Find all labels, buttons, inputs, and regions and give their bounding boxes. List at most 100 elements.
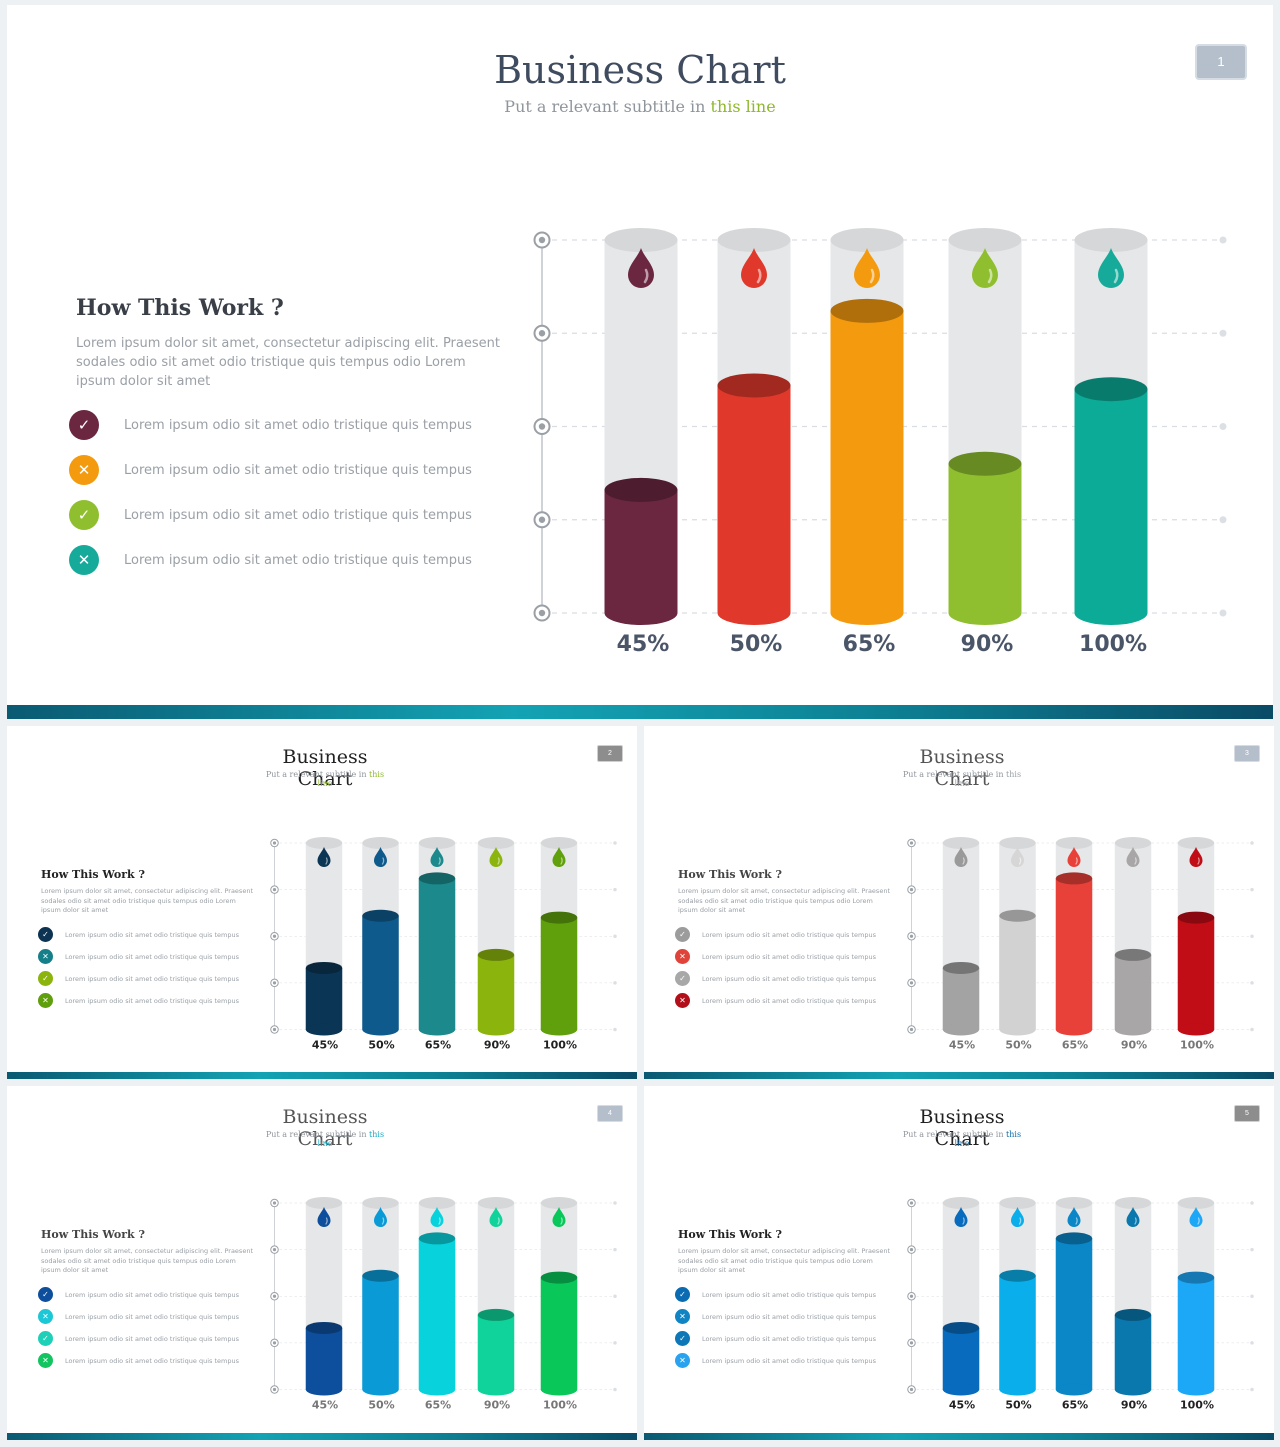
list-item: ✕ Lorem ipsum odio sit amet odio tristiqu…	[38, 993, 239, 1008]
axis-marker-dot	[272, 1387, 277, 1392]
cross-icon: ✕	[38, 1353, 53, 1368]
cylinder-bar-top	[1177, 1271, 1215, 1284]
subtitle-text: Put a relevant subtitle in	[902, 770, 1007, 779]
grid-end-dot	[1219, 516, 1227, 524]
slide-number-badge: 2	[597, 745, 623, 762]
x-tick-label: 100%	[543, 1399, 577, 1412]
grid-end-dot	[613, 1387, 617, 1392]
drop-icon-highlight	[325, 1217, 328, 1225]
grid-end-dot	[1250, 1201, 1254, 1205]
grid-end-dot	[1219, 236, 1227, 244]
drop-icon-highlight	[381, 857, 385, 865]
cylinder-tube-top	[305, 1197, 343, 1209]
list-item: ✕ Lorem ipsum odio sit amet odio tristiqu…	[675, 993, 876, 1008]
subtitle-highlight: this line	[954, 1130, 1022, 1148]
list-item: ✓ Lorem ipsum odio sit amet odio tristiqu…	[38, 1331, 239, 1346]
cylinder-bar	[540, 1277, 578, 1390]
subtitle-text: Put a relevant subtitle in	[902, 1130, 1007, 1139]
list-item-text: Lorem ipsum odio sit amet odio tristique…	[65, 996, 239, 1005]
cylinder-bar	[942, 967, 980, 1030]
drop-icon-highlight	[381, 1217, 385, 1225]
cylinder-bar-bottom	[948, 601, 1022, 625]
axis-marker-dot	[272, 1027, 277, 1032]
cylinder-tube-top	[1055, 1197, 1093, 1209]
cylinder-bar	[418, 878, 456, 1030]
cylinder-chart: 45% 50% 65% 90% 100%	[270, 837, 617, 1052]
x-tick-label: 100%	[1180, 1399, 1214, 1412]
x-tick-label: 65%	[425, 1399, 451, 1412]
list-item: ✕ Lorem ipsum odio sit amet odio tristiqu…	[675, 949, 876, 964]
x-tick-label: 65%	[1062, 1039, 1088, 1052]
cylinder-tube-top	[362, 1197, 399, 1209]
cylinder-bar-top	[540, 1271, 578, 1284]
cylinder-tube-top	[830, 228, 904, 252]
axis-marker-dot	[272, 888, 277, 892]
x-tick-label: 50%	[1005, 1399, 1031, 1412]
grid-end-dot	[1219, 423, 1227, 430]
x-tick-label: 50%	[368, 1039, 394, 1052]
x-tick-label: 45%	[617, 632, 670, 657]
drop-icon-highlight	[1134, 1217, 1137, 1225]
page-subtitle: Put a relevant subtitle in this line	[265, 770, 385, 788]
cross-icon: ✕	[69, 455, 99, 485]
cylinder-tube-top	[418, 1197, 456, 1209]
x-tick-label: 100%	[543, 1039, 577, 1052]
x-tick-label: 100%	[1079, 632, 1147, 657]
list-item-text: Lorem ipsum odio sit amet odio tristique…	[65, 1334, 239, 1343]
cylinder-bar-bottom	[362, 1383, 399, 1396]
cylinder-bar-bottom	[418, 1023, 456, 1036]
x-tick-label: 50%	[1005, 1039, 1031, 1052]
check-icon: ✓	[69, 500, 99, 530]
cylinder-bar	[999, 915, 1036, 1030]
cylinder-bar-top	[999, 909, 1036, 922]
x-tick-label: 45%	[312, 1399, 338, 1412]
drop-icon-highlight	[962, 857, 965, 865]
cylinder-chart: 45% 50% 65% 90% 100%	[907, 837, 1254, 1052]
x-tick-label: 45%	[949, 1399, 975, 1412]
cross-icon: ✕	[38, 993, 53, 1008]
page-title: Business Chart	[282, 1106, 368, 1150]
cylinder-tube-top	[948, 228, 1022, 252]
cylinder-bar-bottom	[604, 601, 678, 625]
drop-icon-highlight	[325, 857, 328, 865]
axis-marker-dot	[909, 1387, 914, 1392]
list-item: ✓ Lorem ipsum odio sit amet odio tristiqu…	[675, 971, 876, 986]
check-icon: ✓	[38, 1331, 53, 1346]
drop-icon-highlight	[438, 857, 441, 865]
cylinder-bar-bottom	[999, 1023, 1036, 1036]
cylinder-bar	[477, 1314, 515, 1390]
cylinder-bar-top	[305, 961, 343, 974]
page-subtitle: Put a relevant subtitle in this line	[902, 1130, 1022, 1148]
drop-icon-highlight	[962, 1217, 965, 1225]
x-tick-label: 45%	[312, 1039, 338, 1052]
grid-end-dot	[613, 1341, 617, 1345]
cylinder-tube-top	[999, 1197, 1036, 1209]
cylinder-tube-top	[1177, 1197, 1215, 1209]
x-tick-label: 65%	[425, 1039, 451, 1052]
axis-marker-dot	[272, 1201, 277, 1205]
check-icon: ✓	[675, 971, 690, 986]
axis-marker-dot	[272, 981, 277, 985]
cylinder-tube-top	[1114, 1197, 1152, 1209]
cylinder-bar-bottom	[1055, 1383, 1093, 1396]
axis-marker-dot	[909, 1341, 914, 1345]
slide-5: Business Chart Put a relevant subtitle i…	[644, 1086, 1274, 1440]
cylinder-bar-top	[362, 909, 399, 922]
x-tick-label: 90%	[1121, 1039, 1147, 1052]
cylinder-bar-top	[418, 1232, 456, 1245]
grid-end-dot	[613, 934, 617, 938]
list-item-text: Lorem ipsum odio sit amet odio tristique…	[702, 1312, 876, 1321]
check-icon: ✓	[675, 1287, 690, 1302]
check-icon: ✓	[69, 410, 99, 440]
list-item-text: Lorem ipsum odio sit amet odio tristique…	[124, 507, 472, 523]
grid-end-dot	[1250, 841, 1254, 845]
cylinder-bar	[362, 915, 399, 1030]
drop-icon-highlight	[643, 268, 649, 284]
how-this-work-heading: How This Work ?	[678, 868, 782, 881]
drop-icon-highlight	[1134, 857, 1137, 865]
list-item: ✓ Lorem ipsum odio sit amet odio tristiqu…	[38, 1287, 239, 1302]
cylinder-bar	[604, 489, 678, 613]
slide-number-badge: 3	[1234, 745, 1260, 762]
list-item: ✓ Lorem ipsum odio sit amet odio tristiqu…	[38, 927, 239, 942]
list-item-text: Lorem ipsum odio sit amet odio tristique…	[65, 952, 239, 961]
